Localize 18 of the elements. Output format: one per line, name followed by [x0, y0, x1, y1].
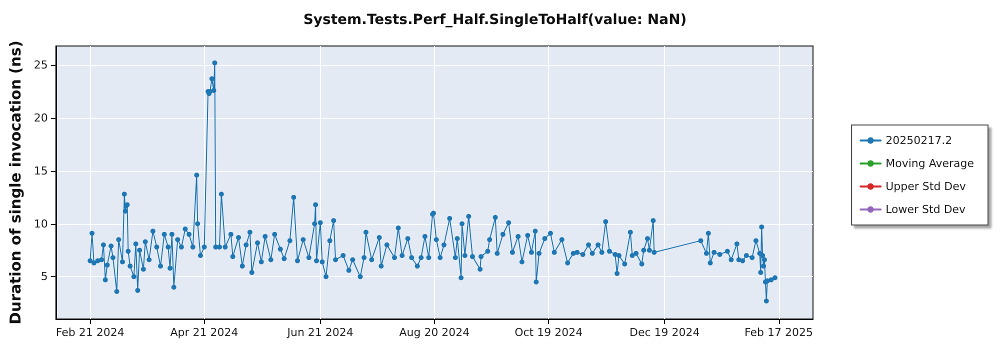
y-tick-label: 20	[34, 111, 48, 124]
chart-title: System.Tests.Perf_Half.SingleToHalf(value: NaN)	[303, 12, 687, 28]
x-tick-label: Jun 21 2024	[286, 326, 354, 339]
legend-label: Moving Average	[886, 157, 974, 170]
x-tick-label: Dec 19 2024	[629, 326, 700, 339]
x-tick-label: Aug 20 2024	[399, 326, 470, 339]
x-tick-label: Feb 21 2024	[56, 326, 124, 339]
x-tick-label: Oct 19 2024	[514, 326, 583, 339]
x-tick-label: Apr 21 2024	[170, 326, 238, 339]
legend-label: 20250217.2	[886, 134, 952, 147]
legend-label: Lower Std Dev	[886, 203, 966, 216]
y-tick-label: 5	[40, 270, 48, 284]
y-tick-label: 15	[34, 164, 48, 178]
y-tick-label: 25	[34, 58, 48, 72]
y-tick-label: 10	[34, 217, 48, 230]
x-tick-label: Feb 17 2025	[744, 326, 813, 339]
y-axis-title: Duration of single invocation (ns)	[6, 40, 24, 324]
legend-label: Upper Std Dev	[886, 180, 966, 193]
